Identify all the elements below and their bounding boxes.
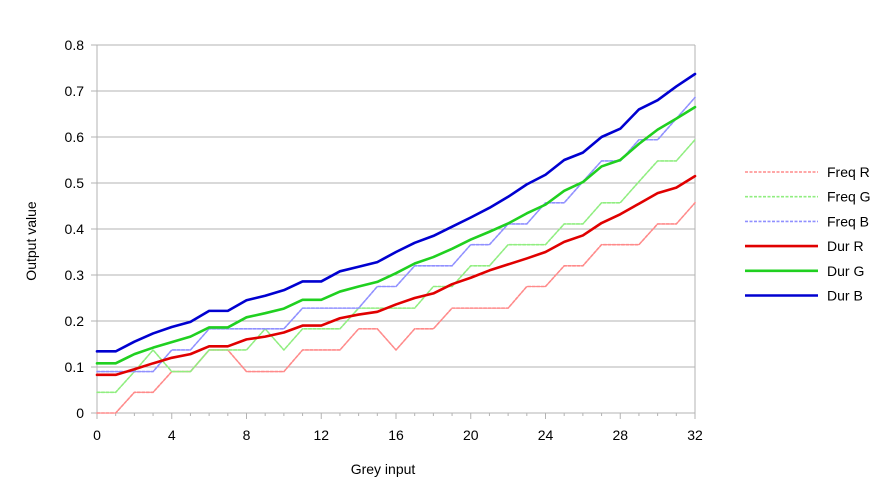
legend-label: Dur B bbox=[827, 288, 863, 304]
y-tick-label: 0.6 bbox=[65, 129, 85, 145]
x-tick-label: 4 bbox=[168, 427, 176, 443]
y-tick-label: 0.5 bbox=[65, 175, 85, 191]
y-axis-title: Output value bbox=[23, 201, 39, 281]
x-tick-label: 16 bbox=[388, 427, 404, 443]
tick-labels: 0 0.1 0.2 0.3 0.4 0.5 0.6 0.7 0.8 0 4 8 12 16 20 24 28 32 bbox=[65, 37, 703, 443]
x-tick-label: 24 bbox=[538, 427, 554, 443]
x-tick-label: 12 bbox=[313, 427, 329, 443]
legend: Freq R Freq G Freq B Dur R Dur G Dur B bbox=[745, 164, 871, 304]
y-tick-label: 0 bbox=[76, 405, 84, 421]
y-tick-label: 0.4 bbox=[65, 221, 85, 237]
y-tick-label: 0.7 bbox=[65, 83, 85, 99]
series-line-freq-g bbox=[96, 138, 696, 394]
x-tick-label: 20 bbox=[463, 427, 479, 443]
series-line-dur-b bbox=[95, 72, 697, 353]
y-tick-label: 0.3 bbox=[65, 267, 85, 283]
x-tick-label: 8 bbox=[243, 427, 251, 443]
series-line-dur-r bbox=[95, 174, 697, 377]
legend-label: Dur R bbox=[827, 238, 864, 254]
x-tick-label: 0 bbox=[93, 427, 101, 443]
legend-label: Dur G bbox=[827, 263, 864, 279]
legend-label: Freq B bbox=[827, 213, 869, 229]
x-tick-label: 32 bbox=[687, 427, 703, 443]
x-axis-title: Grey input bbox=[351, 461, 416, 477]
x-tick-label: 28 bbox=[612, 427, 628, 443]
y-tick-label: 0.1 bbox=[65, 359, 85, 375]
series-lines bbox=[95, 72, 697, 414]
axes bbox=[91, 44, 696, 419]
legend-label: Freq G bbox=[827, 189, 871, 205]
series-line-freq-b bbox=[96, 96, 696, 373]
gridlines bbox=[97, 44, 695, 414]
y-tick-label: 0.8 bbox=[65, 37, 85, 53]
y-tick-label: 0.2 bbox=[65, 313, 85, 329]
legend-label: Freq R bbox=[827, 164, 870, 180]
series-line-dur-g bbox=[95, 105, 697, 365]
